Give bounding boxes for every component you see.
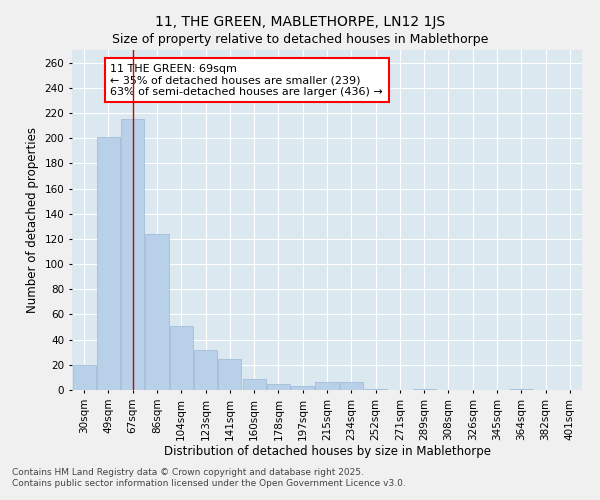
Bar [510, 388, 533, 390]
Bar [170, 326, 193, 390]
Bar [340, 382, 363, 390]
Text: 11 THE GREEN: 69sqm
← 35% of detached houses are smaller (239)
63% of semi-detac: 11 THE GREEN: 69sqm ← 35% of detached ho… [110, 64, 383, 97]
Bar [413, 388, 436, 390]
Bar [364, 388, 387, 390]
Bar [291, 386, 314, 390]
Bar [242, 378, 266, 390]
Text: 11, THE GREEN, MABLETHORPE, LN12 1JS: 11, THE GREEN, MABLETHORPE, LN12 1JS [155, 15, 445, 29]
Bar [218, 358, 241, 390]
Bar [145, 234, 169, 390]
Bar [316, 382, 338, 390]
Bar [267, 384, 290, 390]
Y-axis label: Number of detached properties: Number of detached properties [26, 127, 39, 313]
Bar [121, 120, 144, 390]
Bar [194, 350, 217, 390]
Bar [73, 365, 95, 390]
Bar [97, 137, 120, 390]
X-axis label: Distribution of detached houses by size in Mablethorpe: Distribution of detached houses by size … [163, 446, 491, 458]
Text: Size of property relative to detached houses in Mablethorpe: Size of property relative to detached ho… [112, 32, 488, 46]
Text: Contains HM Land Registry data © Crown copyright and database right 2025.
Contai: Contains HM Land Registry data © Crown c… [12, 468, 406, 487]
